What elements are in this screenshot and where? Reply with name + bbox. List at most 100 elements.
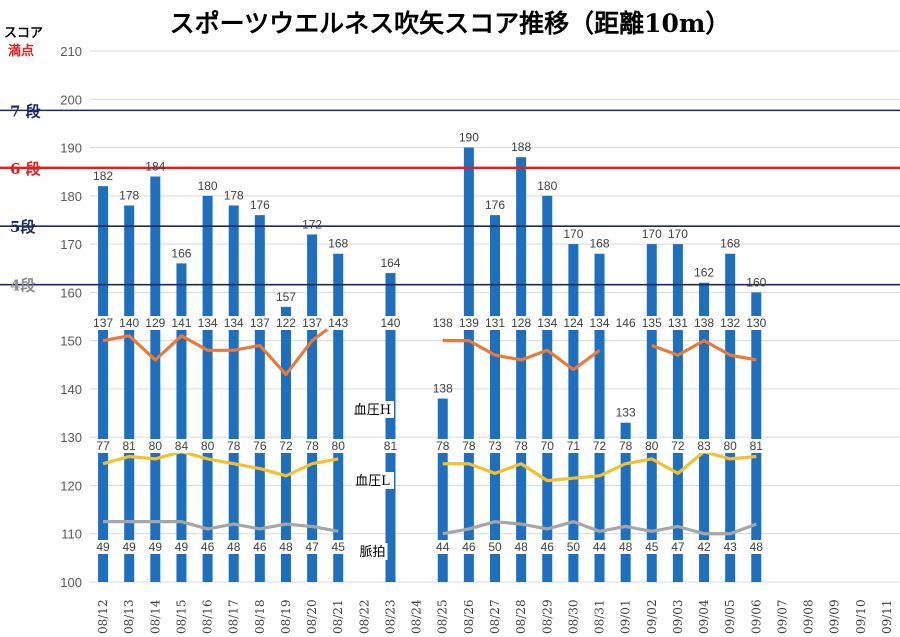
series-data-label: 78 <box>305 439 319 453</box>
series-data-label: 76 <box>253 439 267 453</box>
data-label-bg <box>143 316 168 330</box>
series-data-label: 137 <box>250 316 270 330</box>
data-label-bg <box>251 540 269 554</box>
series-data-label: 78 <box>462 439 476 453</box>
data-label-bg <box>300 316 324 330</box>
score-bar <box>176 263 187 582</box>
score-bar <box>228 205 239 583</box>
data-label-bg <box>303 439 321 453</box>
data-label-bg <box>326 316 351 330</box>
series-data-label: 139 <box>459 316 479 330</box>
data-label-bg <box>460 540 478 554</box>
data-label-bg <box>565 540 582 554</box>
score-data-label: 170 <box>642 227 662 241</box>
series-data-label: 71 <box>567 439 581 453</box>
series-name-label: 脈拍 <box>359 545 385 560</box>
y-tick-label: 100 <box>60 575 82 590</box>
data-label-bg <box>565 439 582 453</box>
series-data-label: 43 <box>723 540 737 554</box>
score-data-label: 172 <box>302 217 322 231</box>
data-label-bg <box>147 439 164 453</box>
series-data-label: 130 <box>746 316 766 330</box>
data-label-bg <box>486 439 504 453</box>
x-tick-label: 08/25 <box>436 599 450 634</box>
series-data-label: 45 <box>645 540 659 554</box>
score-data-label: 133 <box>616 406 636 420</box>
series-data-label: 44 <box>436 540 450 554</box>
x-tick-label: 08/14 <box>148 599 162 634</box>
score-bar <box>620 422 631 582</box>
data-label-bg <box>669 439 687 453</box>
series-data-label: 78 <box>619 439 633 453</box>
series-data-label: 46 <box>253 540 267 554</box>
series-data-label: 129 <box>145 316 165 330</box>
series-line <box>102 320 340 377</box>
data-label-bg <box>695 540 713 554</box>
data-label-bg <box>430 316 455 330</box>
score-bar <box>751 292 762 582</box>
data-label-bg <box>669 540 687 554</box>
data-label-bg <box>199 439 216 453</box>
y-tick-label: 180 <box>60 189 82 204</box>
score-data-label: 176 <box>485 198 505 212</box>
series-data-label: 48 <box>750 540 764 554</box>
reference-line-label: 4段 <box>10 277 35 295</box>
x-tick-label: 08/28 <box>514 599 528 634</box>
series-line <box>651 339 757 362</box>
data-label-bg <box>147 540 164 554</box>
x-tick-label: 08/21 <box>331 599 345 634</box>
x-tick-label: 08/15 <box>174 599 188 634</box>
x-tick-label: 08/29 <box>540 599 554 634</box>
y-tick-label: 160 <box>60 285 82 300</box>
data-label-bg <box>539 540 556 554</box>
data-label-bg <box>91 316 115 330</box>
score-bar <box>307 234 318 582</box>
x-tick-label: 08/23 <box>383 599 397 634</box>
score-bar <box>98 186 109 582</box>
series-name-label: 血圧L <box>355 474 390 489</box>
series-data-label: 128 <box>511 316 531 330</box>
series-data-label: 78 <box>514 439 528 453</box>
series-data-label: 49 <box>175 540 189 554</box>
score-bar <box>725 253 736 582</box>
y-tick-label: 130 <box>60 430 82 445</box>
y-tick-label: 110 <box>61 527 82 542</box>
series-data-label: 72 <box>671 439 685 453</box>
score-bar <box>150 176 161 582</box>
data-label-bg <box>330 540 347 554</box>
score-data-label: 176 <box>250 198 270 212</box>
x-tick-label: 08/22 <box>357 599 371 634</box>
series-data-label: 73 <box>488 439 502 453</box>
x-tick-label: 08/27 <box>488 599 502 634</box>
series-data-label: 46 <box>541 540 555 554</box>
y-tick-label: 140 <box>60 382 82 397</box>
x-tick-label: 08/17 <box>227 599 241 634</box>
series-data-label: 47 <box>305 540 319 554</box>
series-data-label: 137 <box>302 316 322 330</box>
score-bar <box>672 244 683 582</box>
score-data-label: 178 <box>224 188 244 202</box>
series-name-bg <box>350 472 394 489</box>
x-tick-label: 09/09 <box>828 599 842 634</box>
series-data-label: 49 <box>123 540 137 554</box>
score-bar <box>254 215 265 583</box>
x-tick-label: 09/05 <box>723 599 737 634</box>
data-label-bg <box>486 540 504 554</box>
series-data-label: 131 <box>485 316 505 330</box>
data-label-bg <box>460 439 478 453</box>
data-label-bg <box>483 316 507 330</box>
data-label-bg <box>617 439 634 453</box>
data-label-bg <box>718 316 742 330</box>
score-data-label: 138 <box>433 382 453 396</box>
data-label-bg <box>221 316 246 330</box>
series-line <box>442 520 757 536</box>
data-label-bg <box>434 439 451 453</box>
y-tick-label: 190 <box>60 141 82 156</box>
series-line <box>103 520 339 533</box>
data-label-bg <box>169 316 194 330</box>
series-data-label: 81 <box>123 439 137 453</box>
score-data-label: 180 <box>537 179 557 193</box>
series-data-label: 134 <box>224 316 244 330</box>
score-data-label: 182 <box>93 169 113 183</box>
